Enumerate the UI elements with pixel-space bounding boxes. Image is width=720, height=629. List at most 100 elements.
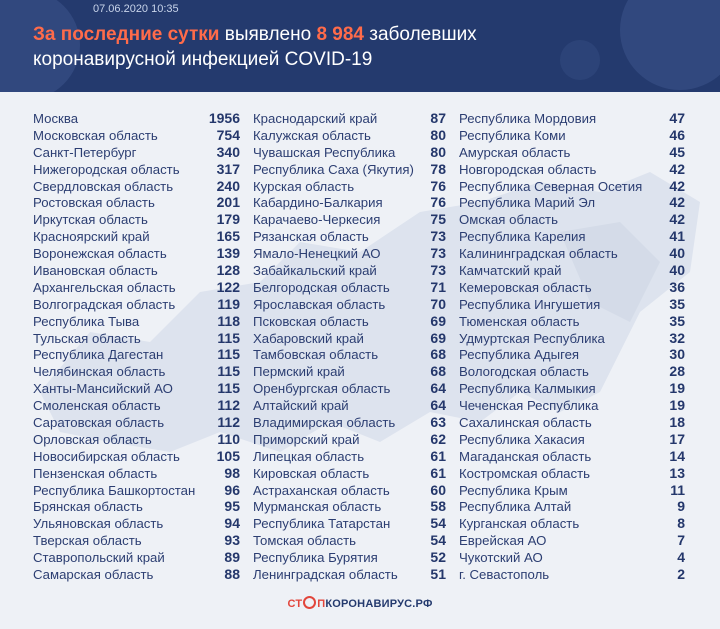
case-count: 42	[669, 177, 685, 194]
table-row: Камчатский край 40	[459, 262, 685, 279]
case-count: 76	[430, 177, 446, 194]
table-row: Владимирская область 63	[253, 414, 446, 431]
region-name: Республика Марий Эл	[459, 195, 596, 211]
case-count: 42	[669, 160, 685, 177]
table-row: Республика Бурятия 52	[253, 549, 446, 566]
brand-rest: КОРОНАВИРУС.РФ	[325, 598, 433, 610]
region-name: Ленинградская область	[253, 567, 398, 583]
virus-decoration-icon	[560, 40, 600, 80]
table-row: Еврейская АО 7	[459, 532, 685, 549]
case-count: 19	[669, 380, 685, 397]
region-name: Приморский край	[253, 431, 360, 447]
region-name: Ярославская область	[253, 296, 386, 312]
region-name: Сахалинская область	[459, 415, 592, 431]
title-accent-period: За последние сутки	[33, 24, 220, 45]
table-row: Республика Татарстан 54	[253, 515, 446, 532]
virus-logo-icon	[303, 596, 317, 609]
title-accent-count: 8 984	[316, 24, 364, 45]
case-count: 51	[430, 566, 446, 583]
region-name: Рязанская область	[253, 229, 369, 245]
table-row: Ростовская область 201	[33, 194, 240, 211]
region-name: Новгородская область	[459, 161, 597, 177]
table-row: Карачаево-Черкесия 75	[253, 211, 446, 228]
region-name: Липецкая область	[253, 448, 365, 464]
region-name: Владимирская область	[253, 415, 396, 431]
table-row: Псковская область 69	[253, 313, 446, 330]
table-row: Тверская область 93	[33, 532, 240, 549]
table-row: Сахалинская область 18	[459, 414, 685, 431]
table-row: Тульская область 115	[33, 330, 240, 347]
region-name: Ивановская область	[33, 263, 158, 279]
region-name: Тюменская область	[459, 313, 580, 329]
region-name: Московская область	[33, 127, 158, 143]
table-row: Тамбовская область 68	[253, 346, 446, 363]
case-count: 119	[217, 295, 240, 312]
table-row: Красноярский край 165	[33, 228, 240, 245]
brand-stop-end: П	[317, 598, 326, 610]
case-count: 75	[430, 211, 446, 228]
table-row: Оренбургская область 64	[253, 380, 446, 397]
region-name: Пермский край	[253, 364, 345, 380]
region-name: Республика Мордовия	[459, 111, 597, 126]
region-name: Красноярский край	[33, 229, 150, 245]
table-row: Пермский край 68	[253, 363, 446, 380]
region-name: Алтайский край	[253, 398, 349, 414]
case-count: 60	[430, 481, 446, 498]
region-name: г. Севастополь	[459, 567, 550, 583]
region-name: Челябинская область	[33, 364, 166, 380]
case-count: 73	[430, 228, 446, 245]
case-count: 112	[217, 397, 240, 414]
region-name: Кабардино-Балкария	[253, 195, 383, 211]
table-row: Республика Алтай 9	[459, 498, 685, 515]
region-name: Свердловская область	[33, 178, 174, 194]
case-count: 35	[669, 312, 685, 329]
table-row: Саратовская область 112	[33, 414, 240, 431]
table-row: Московская область 754	[33, 127, 240, 144]
case-count: 115	[217, 363, 240, 380]
case-count: 40	[669, 245, 685, 262]
russia-map-background	[40, 172, 700, 452]
table-row: Республика Крым 11	[459, 482, 685, 499]
region-name: Тверская область	[33, 533, 142, 549]
region-name: Саратовская область	[33, 415, 165, 431]
region-name: Республика Карелия	[459, 229, 586, 245]
case-count: 69	[430, 312, 446, 329]
table-row: Приморский край 62	[253, 431, 446, 448]
virus-decoration-icon	[620, 0, 720, 90]
region-name: Чукотский АО	[459, 550, 543, 566]
table-row: Ульяновская область 94	[33, 515, 240, 532]
table-row: Республика Марий Эл 42	[459, 194, 685, 211]
case-count: 73	[430, 262, 446, 279]
region-name: Курская область	[253, 178, 355, 194]
case-count: 13	[669, 464, 685, 481]
region-name: Белгородская область	[253, 279, 390, 295]
table-row: Новосибирская область 105	[33, 448, 240, 465]
table-row: Алтайский край 64	[253, 397, 446, 414]
case-count: 93	[224, 532, 240, 549]
case-count: 317	[216, 160, 240, 177]
case-count: 64	[430, 397, 446, 414]
table-row: Самарская область 88	[33, 566, 240, 583]
table-row: г. Севастополь 2	[459, 566, 685, 583]
case-count: 1956	[208, 110, 240, 126]
region-name: Кировская область	[253, 465, 370, 481]
region-name: Чеченская Республика	[459, 398, 599, 414]
region-name: Камчатский край	[459, 263, 562, 279]
case-count: 71	[430, 278, 446, 295]
case-count: 11	[670, 481, 685, 498]
case-count: 754	[216, 126, 240, 143]
region-name: Ростовская область	[33, 195, 155, 211]
table-row: Республика Адыгея 30	[459, 346, 685, 363]
title-end: заболевших	[363, 24, 477, 45]
region-name: Ставропольский край	[33, 550, 165, 566]
case-count: 240	[216, 177, 240, 194]
region-name: Оренбургская область	[253, 381, 391, 397]
region-name: Карачаево-Черкесия	[253, 212, 381, 228]
region-name: Республика Дагестан	[33, 347, 164, 363]
case-count: 110	[217, 430, 240, 447]
table-row: Костромская область 13	[459, 465, 685, 482]
case-count: 70	[430, 295, 446, 312]
region-name: Республика Коми	[459, 127, 566, 143]
region-name: Смоленская область	[33, 398, 161, 414]
